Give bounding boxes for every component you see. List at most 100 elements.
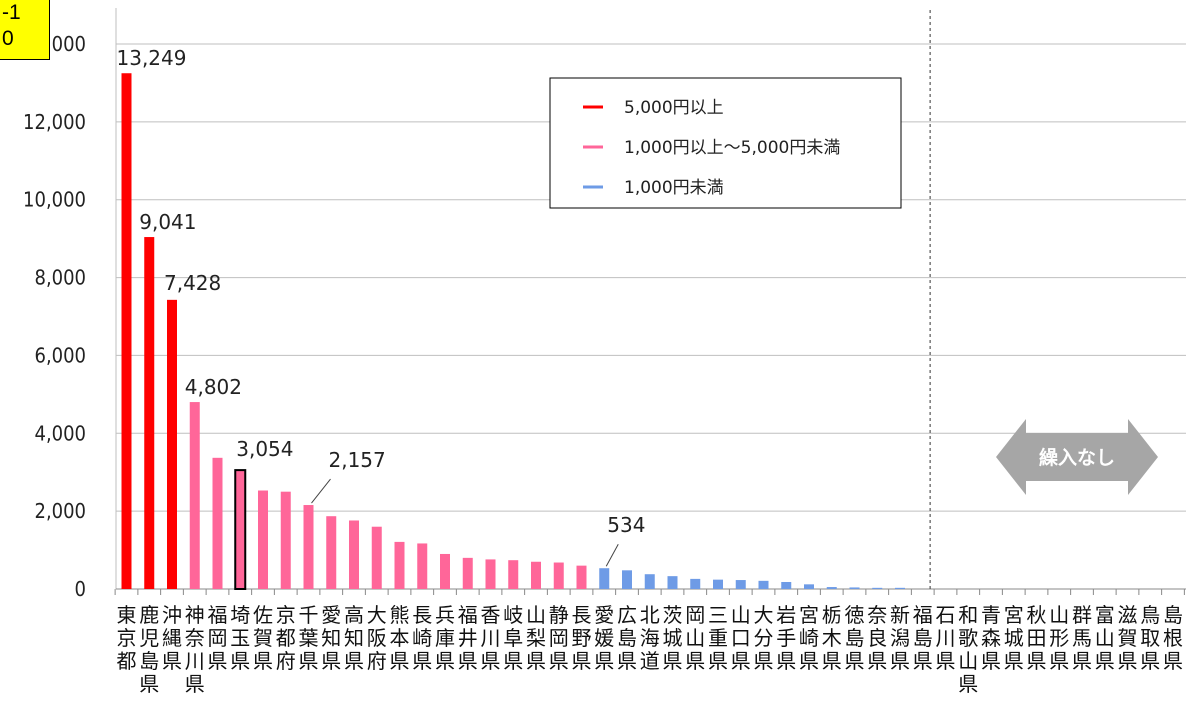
category-label-char: 県 (1004, 649, 1024, 673)
category-label-char: 県 (526, 649, 546, 673)
category-label-char: 神 (185, 603, 205, 627)
category-label-char: 県 (799, 649, 819, 673)
category-label-char: 府 (276, 649, 296, 673)
corner-badge-line-1: -1 (2, 1, 21, 24)
category-label-char: 川 (185, 649, 205, 673)
category-label-char: 県 (617, 649, 637, 673)
category-label-char: 県 (731, 649, 751, 673)
bar (121, 73, 132, 590)
category-label-char: 賀 (1118, 626, 1138, 650)
category-label-char: 福 (458, 603, 478, 627)
category-label-char: 府 (367, 649, 387, 673)
bar (349, 520, 359, 589)
corner-badge-line-2: 0 (2, 27, 14, 50)
category-label-char: 重 (708, 626, 728, 650)
category-label-char: 岡 (208, 626, 228, 650)
category-label-char: 石 (936, 603, 956, 627)
category-label-char: 県 (913, 649, 933, 673)
category-label-char: 田 (1027, 626, 1047, 650)
category-label-char: 北 (640, 603, 660, 627)
category-label-char: 馬 (1072, 626, 1092, 650)
category-label-char: 山 (958, 649, 978, 673)
category-label-char: 京 (117, 626, 137, 650)
bar (553, 562, 564, 589)
category-label-char: 森 (981, 626, 1001, 650)
category-label-char: 愛 (321, 603, 341, 627)
category-label-char: 群 (1072, 603, 1092, 627)
category-label-char: 県 (458, 649, 478, 673)
category-label-char: 島 (845, 626, 865, 650)
bar (599, 568, 610, 589)
bar (690, 578, 701, 589)
category-label-char: 県 (185, 672, 205, 696)
category-label-char: 県 (1072, 649, 1092, 673)
category-label-char: 岩 (776, 603, 796, 627)
bar (644, 574, 655, 589)
category-label-char: 本 (390, 626, 410, 650)
category-label-char: 県 (230, 649, 250, 673)
category-label-char: 形 (1049, 626, 1069, 650)
category-label-char: 県 (1140, 649, 1160, 673)
category-label-char: 県 (754, 649, 774, 673)
category-label-char: 潟 (890, 626, 910, 650)
category-label-char: 岡 (549, 626, 569, 650)
data-label: 2,157 (329, 448, 386, 472)
category-label-char: 山 (731, 603, 751, 627)
category-label-char: 宮 (1004, 603, 1024, 627)
bar (189, 402, 200, 589)
category-label-char: 大 (367, 603, 387, 627)
category-label-char: 歌 (958, 626, 978, 650)
y-tick-label: 12,000 (23, 110, 86, 134)
category-label-char: 鹿 (139, 603, 159, 627)
category-label-char: 阜 (503, 626, 523, 650)
category-label-char: 県 (663, 649, 683, 673)
data-label: 9,041 (139, 210, 196, 234)
category-label-char: 崎 (799, 626, 819, 650)
category-label-char: 庫 (435, 626, 455, 650)
no-transfer-annotation: 繰入なし (996, 419, 1158, 495)
category-label-char: 東 (117, 603, 137, 627)
category-label-char: 都 (276, 626, 296, 650)
data-label: 13,249 (117, 46, 187, 70)
bar (622, 570, 632, 589)
category-label-char: 縄 (162, 626, 182, 650)
data-labels: 13,249 9,041 7,428 4,802 3,054 2,157 534 (117, 46, 645, 567)
bar (531, 561, 541, 589)
category-label-char: 熊 (390, 603, 410, 627)
category-label-char: 県 (435, 649, 455, 673)
category-label-char: 山 (526, 603, 546, 627)
category-label-char: 県 (1095, 649, 1115, 673)
category-label-char: 分 (754, 626, 774, 650)
category-label-char: 知 (321, 626, 341, 650)
bar (735, 580, 746, 589)
bar (781, 581, 792, 589)
category-label-char: 県 (162, 649, 182, 673)
category-label-char: 道 (640, 649, 660, 673)
category-label-char: 福 (208, 603, 228, 627)
category-label-char: 玉 (230, 626, 250, 650)
legend-label: 5,000円以上 (624, 98, 724, 118)
bar (826, 587, 837, 589)
category-label-char: 秋 (1027, 603, 1047, 627)
y-tick-label: 4,000 (35, 421, 87, 445)
category-label-char: 根 (1163, 626, 1183, 650)
bar (758, 580, 769, 589)
category-label-char: 井 (458, 626, 478, 650)
category-label-char: 島 (1163, 603, 1183, 627)
bar (212, 457, 223, 589)
category-label-char: 香 (481, 603, 501, 627)
data-label: 7,428 (164, 271, 221, 295)
bar (258, 490, 268, 589)
bar (167, 299, 177, 589)
bar (849, 587, 860, 589)
category-label-char: 県 (481, 649, 501, 673)
bar (417, 543, 428, 589)
legend-box (549, 77, 902, 209)
category-label-char: 奈 (867, 603, 887, 627)
category-label-char: 富 (1095, 603, 1115, 627)
bar (895, 587, 905, 589)
category-label-char: 県 (1163, 649, 1183, 673)
category-label-char: 県 (845, 649, 865, 673)
